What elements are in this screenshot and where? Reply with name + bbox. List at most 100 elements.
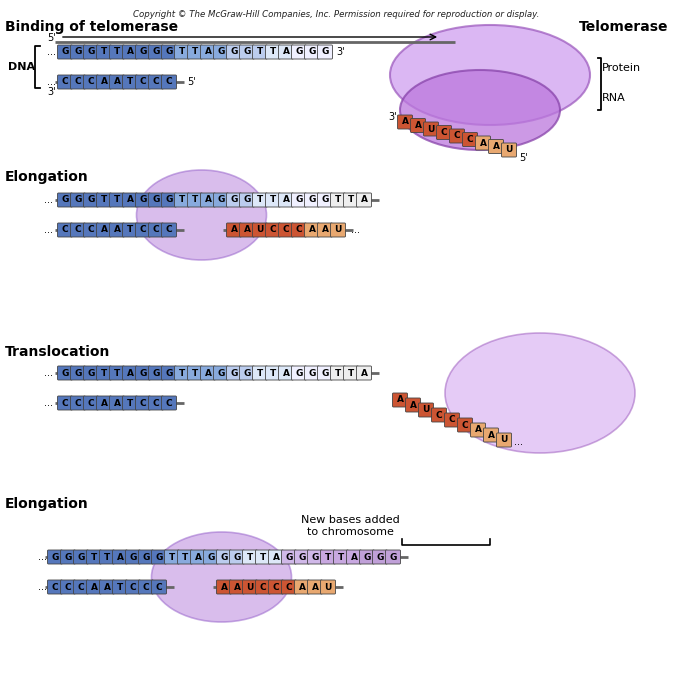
Text: G: G bbox=[230, 48, 238, 57]
Text: G: G bbox=[139, 48, 147, 57]
Text: C: C bbox=[166, 225, 172, 234]
Text: T: T bbox=[247, 552, 253, 561]
Text: Copyright © The McGraw-Hill Companies, Inc. Permission required for reproduction: Copyright © The McGraw-Hill Companies, I… bbox=[133, 10, 539, 19]
FancyBboxPatch shape bbox=[149, 193, 164, 207]
FancyBboxPatch shape bbox=[476, 136, 491, 150]
FancyBboxPatch shape bbox=[201, 193, 215, 207]
Ellipse shape bbox=[400, 70, 560, 150]
Ellipse shape bbox=[390, 25, 590, 125]
Text: G: G bbox=[65, 552, 72, 561]
FancyBboxPatch shape bbox=[227, 45, 242, 59]
Text: ...: ... bbox=[514, 437, 523, 447]
Text: A: A bbox=[100, 78, 108, 87]
FancyBboxPatch shape bbox=[252, 223, 267, 237]
Text: G: G bbox=[244, 195, 250, 204]
FancyBboxPatch shape bbox=[203, 550, 219, 564]
FancyBboxPatch shape bbox=[437, 125, 452, 139]
FancyBboxPatch shape bbox=[266, 223, 281, 237]
FancyBboxPatch shape bbox=[110, 45, 125, 59]
Text: C: C bbox=[62, 398, 69, 407]
FancyBboxPatch shape bbox=[431, 408, 446, 422]
Text: G: G bbox=[308, 195, 316, 204]
FancyBboxPatch shape bbox=[201, 366, 215, 380]
Text: A: A bbox=[244, 225, 250, 234]
FancyBboxPatch shape bbox=[149, 366, 164, 380]
Text: 5': 5' bbox=[47, 33, 56, 43]
FancyBboxPatch shape bbox=[213, 45, 229, 59]
Ellipse shape bbox=[151, 532, 291, 622]
FancyBboxPatch shape bbox=[489, 139, 503, 153]
Text: ...: ... bbox=[47, 47, 56, 57]
FancyBboxPatch shape bbox=[112, 580, 127, 594]
Text: T: T bbox=[101, 195, 107, 204]
FancyBboxPatch shape bbox=[304, 193, 320, 207]
Text: C: C bbox=[283, 225, 289, 234]
FancyBboxPatch shape bbox=[122, 193, 137, 207]
Text: Translocation: Translocation bbox=[5, 345, 110, 359]
FancyBboxPatch shape bbox=[188, 45, 203, 59]
FancyBboxPatch shape bbox=[188, 366, 203, 380]
Text: T: T bbox=[169, 552, 175, 561]
FancyBboxPatch shape bbox=[256, 550, 271, 564]
Text: A: A bbox=[234, 582, 240, 592]
Text: U: U bbox=[246, 582, 254, 592]
FancyBboxPatch shape bbox=[96, 75, 112, 89]
FancyBboxPatch shape bbox=[57, 396, 73, 410]
Text: T: T bbox=[348, 195, 354, 204]
Text: T: T bbox=[182, 552, 188, 561]
Text: A: A bbox=[116, 552, 124, 561]
Text: T: T bbox=[179, 368, 185, 377]
FancyBboxPatch shape bbox=[227, 366, 242, 380]
FancyBboxPatch shape bbox=[229, 550, 244, 564]
Text: T: T bbox=[101, 368, 107, 377]
FancyBboxPatch shape bbox=[162, 396, 176, 410]
Text: T: T bbox=[101, 48, 107, 57]
Text: G: G bbox=[217, 48, 225, 57]
Text: C: C bbox=[75, 398, 81, 407]
Text: G: G bbox=[244, 368, 250, 377]
FancyBboxPatch shape bbox=[135, 45, 151, 59]
Text: A: A bbox=[205, 48, 211, 57]
Text: ...: ... bbox=[38, 552, 47, 562]
Text: G: G bbox=[61, 368, 69, 377]
Text: G: G bbox=[321, 48, 328, 57]
FancyBboxPatch shape bbox=[304, 45, 320, 59]
Text: A: A bbox=[299, 582, 306, 592]
FancyBboxPatch shape bbox=[61, 580, 75, 594]
Text: 5': 5' bbox=[520, 153, 528, 163]
Text: U: U bbox=[324, 582, 332, 592]
FancyBboxPatch shape bbox=[162, 366, 176, 380]
FancyBboxPatch shape bbox=[57, 366, 73, 380]
Text: U: U bbox=[334, 225, 342, 234]
Text: G: G bbox=[51, 552, 59, 561]
Text: 5': 5' bbox=[188, 77, 197, 87]
Text: A: A bbox=[127, 195, 133, 204]
Text: C: C bbox=[166, 78, 172, 87]
FancyBboxPatch shape bbox=[110, 396, 125, 410]
Text: New bases added
to chromosome: New bases added to chromosome bbox=[301, 515, 399, 538]
Text: 3': 3' bbox=[47, 87, 56, 97]
FancyBboxPatch shape bbox=[71, 396, 85, 410]
Text: A: A bbox=[230, 225, 238, 234]
FancyBboxPatch shape bbox=[100, 580, 114, 594]
Text: 3': 3' bbox=[389, 112, 397, 122]
FancyBboxPatch shape bbox=[96, 223, 112, 237]
FancyBboxPatch shape bbox=[398, 115, 413, 129]
FancyBboxPatch shape bbox=[240, 223, 254, 237]
Text: G: G bbox=[295, 368, 303, 377]
Text: C: C bbox=[260, 582, 267, 592]
Text: G: G bbox=[230, 368, 238, 377]
Text: C: C bbox=[153, 225, 160, 234]
FancyBboxPatch shape bbox=[48, 550, 63, 564]
FancyBboxPatch shape bbox=[213, 366, 229, 380]
FancyBboxPatch shape bbox=[295, 550, 310, 564]
Text: A: A bbox=[273, 552, 279, 561]
Text: RNA: RNA bbox=[602, 93, 626, 103]
FancyBboxPatch shape bbox=[279, 223, 293, 237]
FancyBboxPatch shape bbox=[71, 75, 85, 89]
FancyBboxPatch shape bbox=[217, 550, 232, 564]
FancyBboxPatch shape bbox=[190, 550, 205, 564]
FancyBboxPatch shape bbox=[217, 580, 232, 594]
FancyBboxPatch shape bbox=[279, 193, 293, 207]
FancyBboxPatch shape bbox=[252, 366, 267, 380]
